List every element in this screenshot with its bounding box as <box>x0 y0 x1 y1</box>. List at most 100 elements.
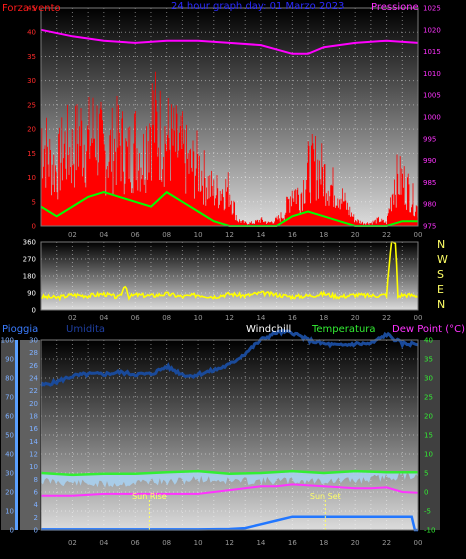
humidity-tick: 30 <box>29 337 38 345</box>
humidity-tick: 14 <box>29 438 38 446</box>
wind-speed-tick: 25 <box>27 101 36 109</box>
temperature-tick: 15 <box>424 432 433 440</box>
x-tick-label: 22 <box>382 314 391 322</box>
x-tick-label: 10 <box>194 539 203 547</box>
compass-label: W <box>437 253 448 266</box>
x-tick-label: 02 <box>68 539 77 547</box>
temperature-tick: 20 <box>424 413 433 421</box>
wind-speed-tick: 0 <box>32 223 36 231</box>
wind-speed-tick: 40 <box>27 29 36 37</box>
direction-panel-grid <box>41 242 418 310</box>
humidity-tick: 10 <box>29 463 38 471</box>
temperature-tick: 10 <box>424 451 433 459</box>
temperature-tick: 40 <box>424 337 433 345</box>
x-tick-label: 10 <box>194 314 203 322</box>
direction-tick: 360 <box>23 239 36 247</box>
pressure-tick: 980 <box>423 201 436 209</box>
temperature-tick: 30 <box>424 375 433 383</box>
temperature-tick: 0 <box>424 489 428 497</box>
x-tick-label: 04 <box>99 231 108 239</box>
x-tick-label: 00 <box>414 539 423 547</box>
humidity-tick: 6 <box>34 489 39 497</box>
rain-tick: 90 <box>5 356 14 364</box>
rain-tick: 80 <box>5 375 14 383</box>
temperature-label: Temperatura <box>311 324 376 335</box>
direction-tick: 90 <box>27 290 36 298</box>
direction-tick: 180 <box>23 273 36 281</box>
direction-tick: 0 <box>32 307 36 315</box>
temperature-humidity-panel: Sun Rise Sun Set 010203040506070809010002… <box>1 324 465 547</box>
rain-tick: 70 <box>5 394 14 402</box>
temp-panel-axes: 0102030405060708090100024681012141618202… <box>1 337 440 547</box>
temperature-tick: 25 <box>424 394 433 402</box>
x-tick-label: 14 <box>256 539 265 547</box>
x-tick-label: 06 <box>131 314 140 322</box>
pressure-tick: 1005 <box>423 92 441 100</box>
rain-axis-background <box>1 340 15 530</box>
x-tick-label: 06 <box>131 231 140 239</box>
wind-panel-axes: 0510152025303540459759809859909951000100… <box>27 5 441 240</box>
humidity-tick: 16 <box>29 425 38 433</box>
dewpoint-label: Dew Point (°C) <box>392 324 465 335</box>
rain-tick: 100 <box>1 337 14 345</box>
rain-tick: 60 <box>5 413 14 421</box>
x-tick-label: 20 <box>351 231 360 239</box>
temperature-axis-background <box>420 340 440 530</box>
humidity-label: Umidita <box>66 324 105 335</box>
rain-tick: 20 <box>5 489 14 497</box>
humidity-tick: 22 <box>29 387 38 395</box>
humidity-line <box>39 328 419 387</box>
compass-label: N <box>437 298 445 311</box>
direction-panel-background <box>41 242 418 310</box>
x-tick-label: 18 <box>319 231 328 239</box>
humidity-tick: 0 <box>34 527 38 535</box>
x-tick-label: 00 <box>414 314 423 322</box>
humidity-tick: 26 <box>29 362 38 370</box>
rain-tick: 0 <box>10 527 14 535</box>
temperature-tick: 35 <box>424 356 433 364</box>
humidity-tick: 18 <box>29 413 38 421</box>
rain-tick: 10 <box>5 508 14 516</box>
windchill-area <box>41 471 418 488</box>
rain-tick: 40 <box>5 451 14 459</box>
x-tick-label: 22 <box>382 231 391 239</box>
x-tick-label: 04 <box>99 314 108 322</box>
humidity-tick: 4 <box>34 501 39 509</box>
temperature-tick: -5 <box>424 508 431 516</box>
wind-panel-frame <box>40 7 419 227</box>
dewpoint-line <box>41 483 419 497</box>
x-tick-label: 16 <box>288 314 297 322</box>
wind-pressure-panel: 0510152025303540459759809859909951000100… <box>2 1 441 239</box>
x-tick-label: 16 <box>288 539 297 547</box>
compass-label: N <box>437 238 445 251</box>
rain-tick: 50 <box>5 432 14 440</box>
x-tick-label: 08 <box>162 539 171 547</box>
temperature-line <box>40 469 418 477</box>
x-tick-label: 14 <box>256 231 265 239</box>
x-tick-label: 18 <box>319 539 328 547</box>
x-tick-label: 12 <box>225 231 234 239</box>
x-tick-label: 02 <box>68 314 77 322</box>
sun-marker-label: Sun Rise <box>132 492 167 501</box>
x-tick-label: 22 <box>382 539 391 547</box>
x-tick-label: 16 <box>288 231 297 239</box>
wind-direction-line <box>40 241 419 302</box>
wind-panel-grid <box>41 8 418 226</box>
humidity-tick: 20 <box>29 400 38 408</box>
temp-panel-frame <box>40 339 419 531</box>
x-tick-label: 12 <box>225 314 234 322</box>
wind-speed-tick: 15 <box>27 150 36 158</box>
compass-label: E <box>437 283 444 296</box>
x-tick-label: 14 <box>256 314 265 322</box>
x-tick-label: 02 <box>68 231 77 239</box>
direction-panel-lines <box>40 241 419 302</box>
x-tick-label: 06 <box>131 539 140 547</box>
windchill-label: Windchill <box>246 324 291 335</box>
pressure-tick: 975 <box>423 223 436 231</box>
x-tick-label: 12 <box>225 539 234 547</box>
pressure-tick: 990 <box>423 157 436 165</box>
